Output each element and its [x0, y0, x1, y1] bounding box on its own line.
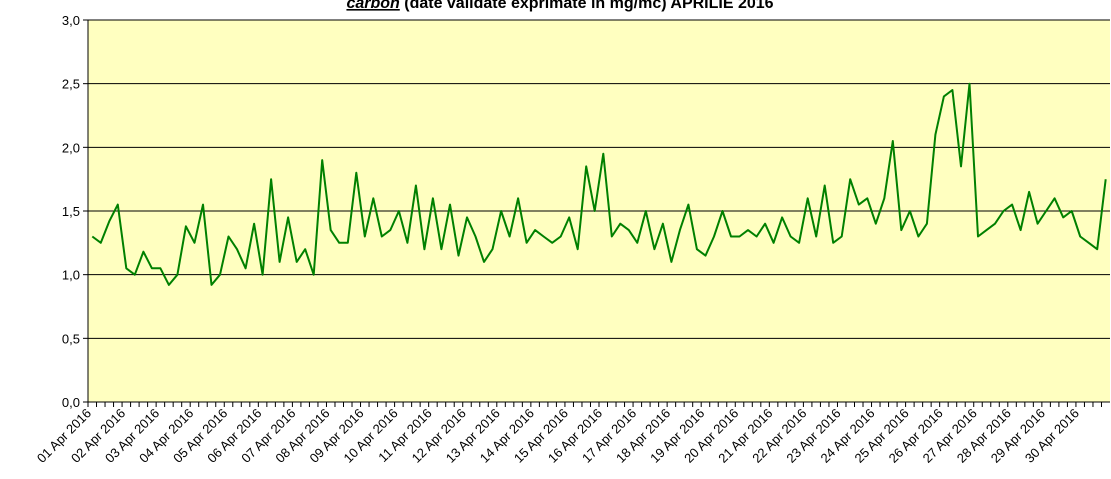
y-tick-label: 0,0	[62, 395, 80, 410]
y-tick-label: 3,0	[62, 13, 80, 28]
y-tick-label: 1,0	[62, 268, 80, 283]
title-lead: carbon	[346, 0, 400, 12]
y-tick-label: 2,0	[62, 140, 80, 155]
data-line	[91, 82, 1107, 286]
chart-title: carbon (date validate exprimate in mg/mc…	[346, 0, 773, 12]
y-tick-label: 2,5	[62, 77, 80, 92]
y-tick-label: 0,5	[62, 331, 80, 346]
y-tick-label: 1,5	[62, 204, 80, 219]
title-text: (date validate exprimate in mg/mc) APRIL…	[404, 0, 773, 12]
